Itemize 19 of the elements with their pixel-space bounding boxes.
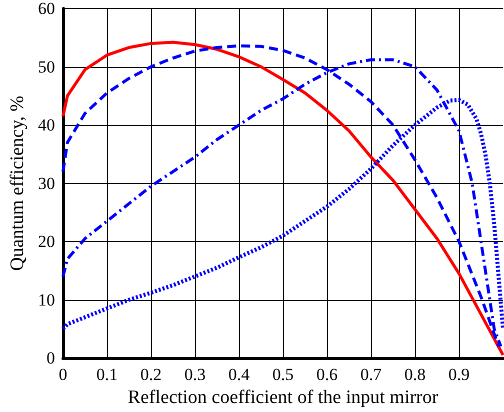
- x-tick-label: 0.5: [272, 365, 294, 384]
- x-axis-title: Reflection coefficient of the input mirror: [128, 386, 439, 408]
- x-tick-label: 0.7: [360, 365, 382, 384]
- x-tick-label: 0.3: [184, 365, 206, 384]
- y-tick-label: 10: [38, 290, 55, 310]
- y-tick-label: 60: [38, 0, 55, 18]
- y-tick-label: 20: [38, 232, 55, 251]
- y-tick-label: 30: [38, 174, 55, 193]
- y-tick-label: 50: [38, 57, 55, 76]
- x-tick-label: 0.1: [96, 365, 118, 384]
- x-tick-label: 0.2: [140, 365, 162, 384]
- x-tick-label: 0: [58, 365, 68, 384]
- x-tick-label: 0.6: [316, 365, 338, 384]
- x-tick-label: 0.8: [404, 365, 426, 384]
- y-tick-label: 0: [46, 348, 55, 368]
- y-tick-label: 40: [38, 116, 55, 134]
- x-tick-label: 0.9: [448, 365, 470, 384]
- x-tick-label: 0.4: [228, 365, 250, 384]
- y-axis-title: Quantum efficiency, %: [7, 96, 28, 271]
